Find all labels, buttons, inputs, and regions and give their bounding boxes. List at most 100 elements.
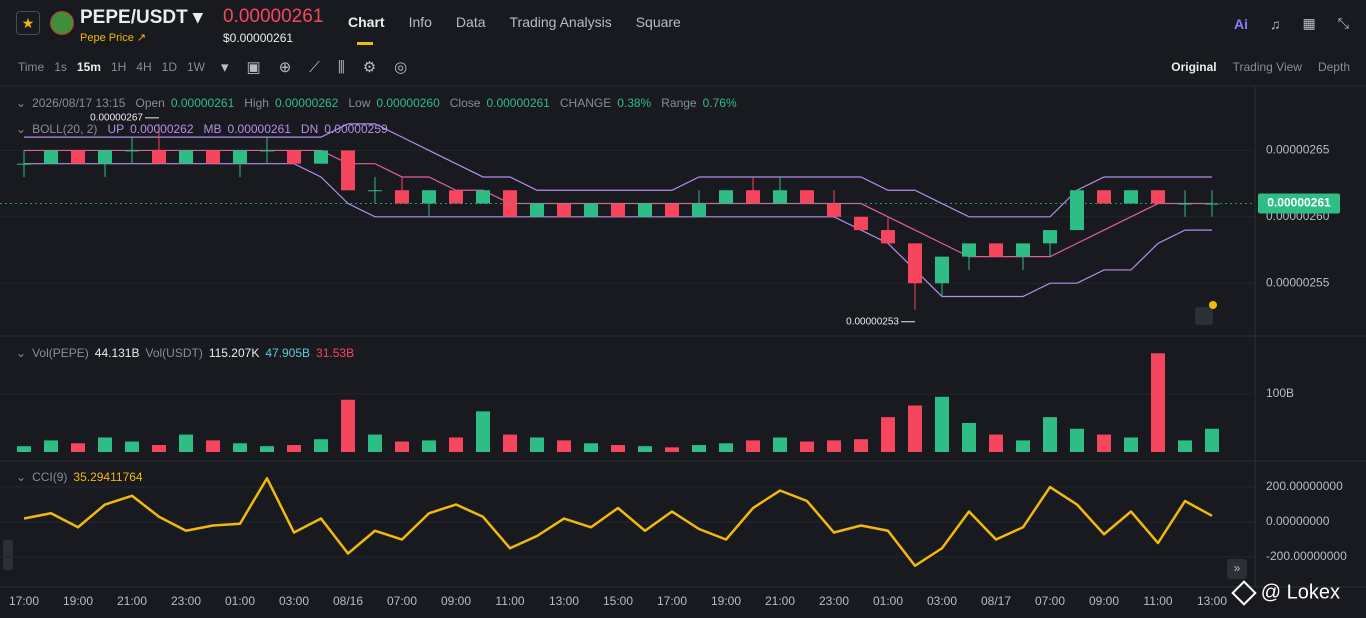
tab[interactable]: Trading Analysis [509, 14, 612, 30]
favorite[interactable]: ★ [16, 11, 40, 35]
volume-bar [854, 439, 868, 452]
candle-body [125, 150, 139, 152]
candle-body [98, 150, 112, 164]
volume-bar [341, 399, 355, 452]
tool[interactable]: ⟋ [309, 58, 320, 76]
interval[interactable]: Time [18, 60, 45, 74]
view[interactable]: Depth [1317, 60, 1350, 74]
volume-bar [692, 445, 706, 452]
candle-body [827, 203, 841, 217]
datetime: 2026/08/17 13:15 [32, 96, 126, 110]
volume-bar [989, 434, 1003, 452]
volume-bar [395, 441, 409, 452]
grid-icon[interactable]: ▦ [1302, 15, 1316, 31]
candle-body [1151, 190, 1165, 204]
field-value: 0.00000259 [324, 122, 388, 136]
view[interactable]: Original [1171, 60, 1217, 74]
field-label: CHANGE [559, 96, 612, 110]
tool[interactable]: ⊕ [278, 59, 292, 76]
candle-body [233, 150, 247, 164]
candle-body [206, 150, 220, 164]
volume-bar [17, 446, 31, 452]
annotation: 0.00000267 [90, 112, 143, 123]
x-tick-label: 23:00 [171, 594, 201, 608]
field-value: 0.00000261 [227, 122, 291, 136]
candle-body [449, 190, 463, 204]
tab[interactable]: Info [408, 14, 432, 30]
collapse[interactable]: ⌄ [16, 96, 27, 110]
candle-body [611, 203, 625, 217]
volume-bar [881, 417, 895, 452]
last-price-label: 0.00000261 [1267, 196, 1331, 210]
tool[interactable]: ⫼ [337, 58, 345, 76]
candle-body [773, 190, 787, 204]
price-block: 0.00000261 $0.00000261 [223, 6, 323, 45]
field-value: 115.207K [208, 346, 260, 360]
tab[interactable]: Square [635, 14, 681, 30]
volume-bar [908, 405, 922, 452]
subtitle[interactable]: Pepe Price ↗ [80, 32, 147, 44]
boll-line [24, 123, 1212, 218]
candle-body [935, 256, 949, 284]
volume-bar [368, 434, 382, 452]
candle-body [1097, 190, 1111, 204]
note-icon[interactable] [1195, 307, 1213, 325]
x-tick-label: 11:00 [1143, 594, 1172, 608]
scroll-icon: » [1234, 561, 1241, 575]
candle-body [638, 203, 652, 217]
candle-body [422, 190, 436, 204]
collapse[interactable]: ⌄ [16, 346, 27, 360]
x-tick-label: 21:00 [765, 594, 795, 608]
tool[interactable]: ▣ [246, 59, 261, 76]
tool[interactable]: ⚙ [362, 59, 377, 76]
ai-button[interactable]: Ai [1234, 15, 1248, 32]
candle-body [989, 243, 1003, 257]
interval[interactable]: 1W [186, 60, 205, 74]
x-tick-label: 17:00 [657, 594, 687, 608]
view[interactable]: Trading View [1232, 60, 1302, 74]
price: 0.00000261 [223, 6, 324, 27]
field-value: 0.38% [617, 96, 652, 110]
y-tick-label: 100B [1266, 386, 1294, 400]
candle-body [71, 150, 85, 164]
field-value: 0.00000261 [170, 96, 235, 110]
tool[interactable]: ▾ [221, 59, 229, 76]
volume-bar [827, 440, 841, 452]
candle-body [908, 243, 922, 284]
candle-body [1178, 203, 1192, 205]
volume-bar [233, 443, 247, 452]
volume-bar [422, 440, 436, 452]
collapse[interactable]: ⌄ [16, 122, 27, 136]
y-tick-label: 0.00000255 [1266, 275, 1330, 289]
field-label: MB [203, 122, 222, 136]
candle-body [584, 203, 598, 217]
views: Original Trading View Depth [1171, 60, 1350, 74]
interval[interactable]: 1D [161, 60, 177, 74]
bell-icon[interactable]: ♫ [1270, 15, 1281, 32]
tab[interactable]: Data [455, 14, 486, 30]
candle-body [179, 150, 193, 164]
interval[interactable]: 1H [110, 60, 127, 74]
collapse-icon[interactable]: ⤡ [1337, 15, 1349, 31]
field-label: DN [300, 122, 319, 136]
collapse[interactable]: ⌄ [16, 470, 27, 484]
interval[interactable]: 1s [54, 60, 67, 74]
pair[interactable]: PEPE/USDT ▾ [80, 7, 203, 28]
interval[interactable]: 15m [76, 60, 101, 74]
scroll-button[interactable] [1227, 559, 1247, 579]
interval[interactable]: 4H [136, 60, 152, 74]
volume-bar [557, 440, 571, 452]
tab[interactable]: Chart [348, 14, 385, 30]
candle-body [881, 230, 895, 244]
tool[interactable]: ◎ [394, 59, 408, 76]
x-tick-label: 01:00 [873, 594, 903, 608]
candle-body [476, 190, 490, 204]
field-label: Close [449, 96, 481, 110]
side-handle[interactable] [3, 540, 13, 570]
volume-bar [1178, 440, 1192, 452]
boll-line [24, 163, 1212, 298]
volume-bar [611, 445, 625, 452]
x-tick-label: 08/17 [981, 594, 1011, 608]
candle-body [341, 150, 355, 191]
